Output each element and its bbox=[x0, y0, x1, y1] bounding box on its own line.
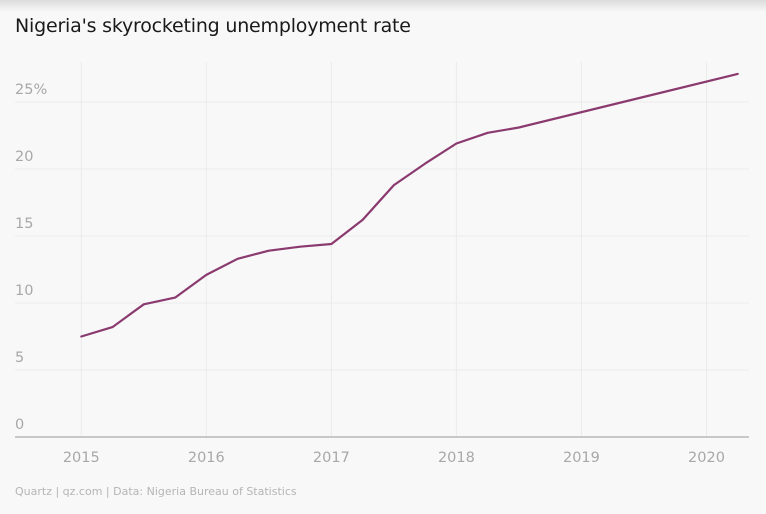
y-tick-label-15: 15 bbox=[15, 216, 33, 232]
top-shadow-bar bbox=[0, 0, 766, 12]
chart-title: Nigeria's skyrocketing unemployment rate bbox=[15, 15, 411, 37]
y-tick-label-20: 20 bbox=[15, 149, 33, 165]
y-tick-label-0: 0 bbox=[15, 417, 24, 433]
vertical-gridlines bbox=[80, 62, 707, 437]
data-point-9 bbox=[362, 219, 364, 221]
data-point-2 bbox=[143, 304, 145, 306]
x-tick-label-2019: 2019 bbox=[563, 450, 600, 466]
data-point-1 bbox=[112, 326, 114, 328]
data-point-5 bbox=[237, 258, 239, 260]
y-tick-label-25: 25% bbox=[15, 82, 47, 98]
y-tick-label-10: 10 bbox=[15, 283, 33, 299]
series-group bbox=[80, 72, 739, 338]
source-credit: Quartz | qz.com | Data: Nigeria Bureau o… bbox=[15, 485, 297, 498]
data-point-7 bbox=[299, 246, 301, 248]
data-point-11 bbox=[424, 163, 426, 165]
x-tick-label-2016: 2016 bbox=[188, 450, 225, 466]
horizontal-gridlines bbox=[15, 101, 749, 371]
data-point-13 bbox=[487, 132, 489, 134]
x-tick-label-2018: 2018 bbox=[438, 450, 475, 466]
data-point-12 bbox=[456, 143, 458, 145]
x-tick-label-2020: 2020 bbox=[688, 450, 725, 466]
y-axis-tick-labels: 0 5 10 15 20 25% bbox=[15, 82, 47, 433]
data-point-3 bbox=[174, 297, 176, 299]
series-line-unemployment-rate bbox=[80, 72, 739, 338]
x-axis-tick-labels: 2015 2016 2017 2018 2019 2020 bbox=[63, 450, 725, 466]
data-point-14 bbox=[518, 127, 520, 129]
data-point-0 bbox=[80, 336, 82, 338]
data-point-4 bbox=[206, 274, 208, 276]
y-tick-label-5: 5 bbox=[15, 350, 24, 366]
x-tick-label-2015: 2015 bbox=[63, 450, 100, 466]
x-tick-label-2017: 2017 bbox=[313, 450, 350, 466]
data-point-10 bbox=[393, 184, 395, 186]
data-point-8 bbox=[331, 243, 333, 245]
data-point-6 bbox=[268, 250, 270, 252]
data-point-15 bbox=[737, 73, 739, 75]
